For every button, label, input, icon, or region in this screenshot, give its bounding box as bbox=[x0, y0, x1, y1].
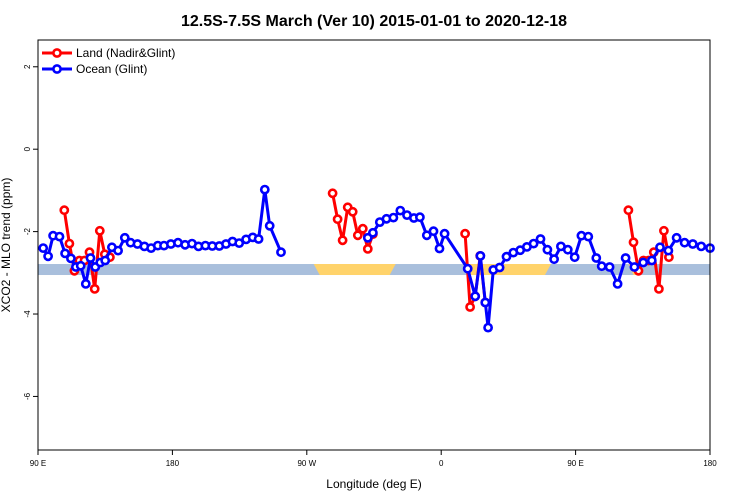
ocean-point bbox=[542, 244, 553, 255]
land-point bbox=[327, 188, 338, 199]
ocean-point bbox=[646, 255, 657, 266]
ocean-point bbox=[85, 253, 96, 263]
ocean-point bbox=[535, 234, 546, 244]
ocean-point bbox=[439, 228, 450, 239]
ocean-point bbox=[562, 244, 573, 255]
y-tick-label: -2 bbox=[23, 228, 32, 236]
ocean-point bbox=[569, 252, 580, 263]
ocean-point bbox=[367, 227, 378, 238]
ocean-point bbox=[54, 231, 65, 242]
y-ticks: 2 0 -2 -4 -6 bbox=[23, 64, 38, 400]
ocean-point bbox=[596, 261, 607, 272]
land-point bbox=[332, 214, 343, 225]
ocean-point bbox=[434, 243, 445, 254]
ocean-point bbox=[100, 255, 111, 266]
land-point bbox=[357, 223, 368, 234]
series-ocean bbox=[38, 184, 715, 333]
ocean-point bbox=[60, 248, 70, 259]
land-point bbox=[465, 302, 475, 312]
ocean-point bbox=[494, 262, 505, 273]
ocean-point bbox=[259, 184, 270, 195]
ocean-point bbox=[264, 220, 275, 231]
ocean-point bbox=[655, 242, 665, 253]
ocean-point bbox=[428, 226, 439, 237]
ocean-point bbox=[395, 205, 406, 216]
land-point bbox=[64, 238, 75, 249]
ocean-point bbox=[43, 251, 53, 262]
land-point bbox=[362, 243, 373, 254]
ocean-point bbox=[38, 243, 49, 253]
ocean-point bbox=[483, 322, 493, 333]
land-segment-1 bbox=[465, 264, 551, 276]
ocean-point bbox=[475, 250, 486, 261]
land-point bbox=[59, 205, 70, 216]
land-point bbox=[347, 206, 358, 217]
legend-marker bbox=[52, 64, 62, 74]
x-ticks: 90 E 180 90 W 0 90 E 180 bbox=[30, 450, 717, 468]
x-tick-label: 180 bbox=[166, 459, 180, 468]
ocean-point bbox=[679, 237, 690, 248]
legend-entry-land: Land (Nadir&Glint) bbox=[42, 46, 175, 60]
series-lines bbox=[38, 184, 715, 333]
ocean-point bbox=[501, 251, 512, 262]
ocean-point bbox=[528, 238, 539, 249]
ocean-point bbox=[119, 232, 130, 243]
ocean-point bbox=[583, 231, 594, 242]
y-tick-label: 0 bbox=[23, 146, 32, 151]
land-point bbox=[654, 283, 664, 294]
ocean-point bbox=[75, 260, 86, 271]
ocean-point bbox=[612, 278, 623, 289]
plot-frame bbox=[37, 39, 711, 451]
land-point bbox=[94, 225, 105, 236]
land-point bbox=[623, 205, 634, 216]
land-point bbox=[352, 230, 363, 241]
ocean-point bbox=[113, 245, 123, 256]
ocean-point bbox=[388, 212, 399, 223]
legend-entry-ocean: Ocean (Glint) bbox=[42, 62, 147, 76]
x-tick-label: 90 E bbox=[567, 459, 583, 468]
land-point bbox=[659, 225, 669, 236]
ocean-point bbox=[480, 297, 491, 308]
x-tick-label: 0 bbox=[439, 459, 444, 468]
x-tick-label: 90 W bbox=[297, 459, 316, 468]
legend-label: Land (Nadir&Glint) bbox=[76, 46, 175, 60]
ocean-point bbox=[663, 245, 674, 256]
y-tick-label: -6 bbox=[23, 392, 32, 400]
x-tick-label: 180 bbox=[703, 459, 717, 468]
y-axis-label: XCO2 - MLO trend (ppm) bbox=[0, 178, 13, 313]
ocean-point bbox=[638, 257, 649, 268]
ocean-point bbox=[671, 232, 682, 243]
y-tick-label: 2 bbox=[23, 64, 32, 69]
land-point bbox=[628, 237, 639, 248]
ocean-point bbox=[604, 262, 615, 272]
land-point bbox=[337, 235, 348, 246]
y-tick-label: -4 bbox=[23, 310, 32, 318]
ocean-point bbox=[414, 212, 425, 223]
ocean-point bbox=[470, 291, 481, 302]
ocean-point bbox=[696, 241, 707, 252]
ocean-point bbox=[253, 234, 264, 244]
ocean-point bbox=[66, 253, 76, 264]
ocean-point bbox=[234, 238, 245, 248]
x-tick-label: 90 E bbox=[30, 459, 46, 468]
land-point bbox=[460, 228, 470, 239]
land-segment-0 bbox=[313, 264, 396, 276]
ocean-point bbox=[629, 262, 640, 272]
ocean-point bbox=[421, 230, 432, 241]
ocean-point bbox=[687, 239, 698, 249]
legend: Land (Nadir&Glint) Ocean (Glint) bbox=[42, 46, 175, 76]
legend-label: Ocean (Glint) bbox=[76, 62, 147, 76]
ocean-point bbox=[462, 263, 473, 274]
ocean-point bbox=[549, 254, 559, 265]
ocean-point bbox=[620, 253, 631, 263]
ocean-point bbox=[80, 278, 91, 289]
legend-marker bbox=[52, 48, 62, 58]
land-point bbox=[89, 283, 100, 294]
chart-title: 12.5S-7.5S March (Ver 10) 2015-01-01 to … bbox=[181, 13, 567, 30]
x-axis-label: Longitude (deg E) bbox=[326, 477, 421, 491]
ocean-point bbox=[591, 253, 602, 263]
ocean-point bbox=[276, 247, 286, 258]
